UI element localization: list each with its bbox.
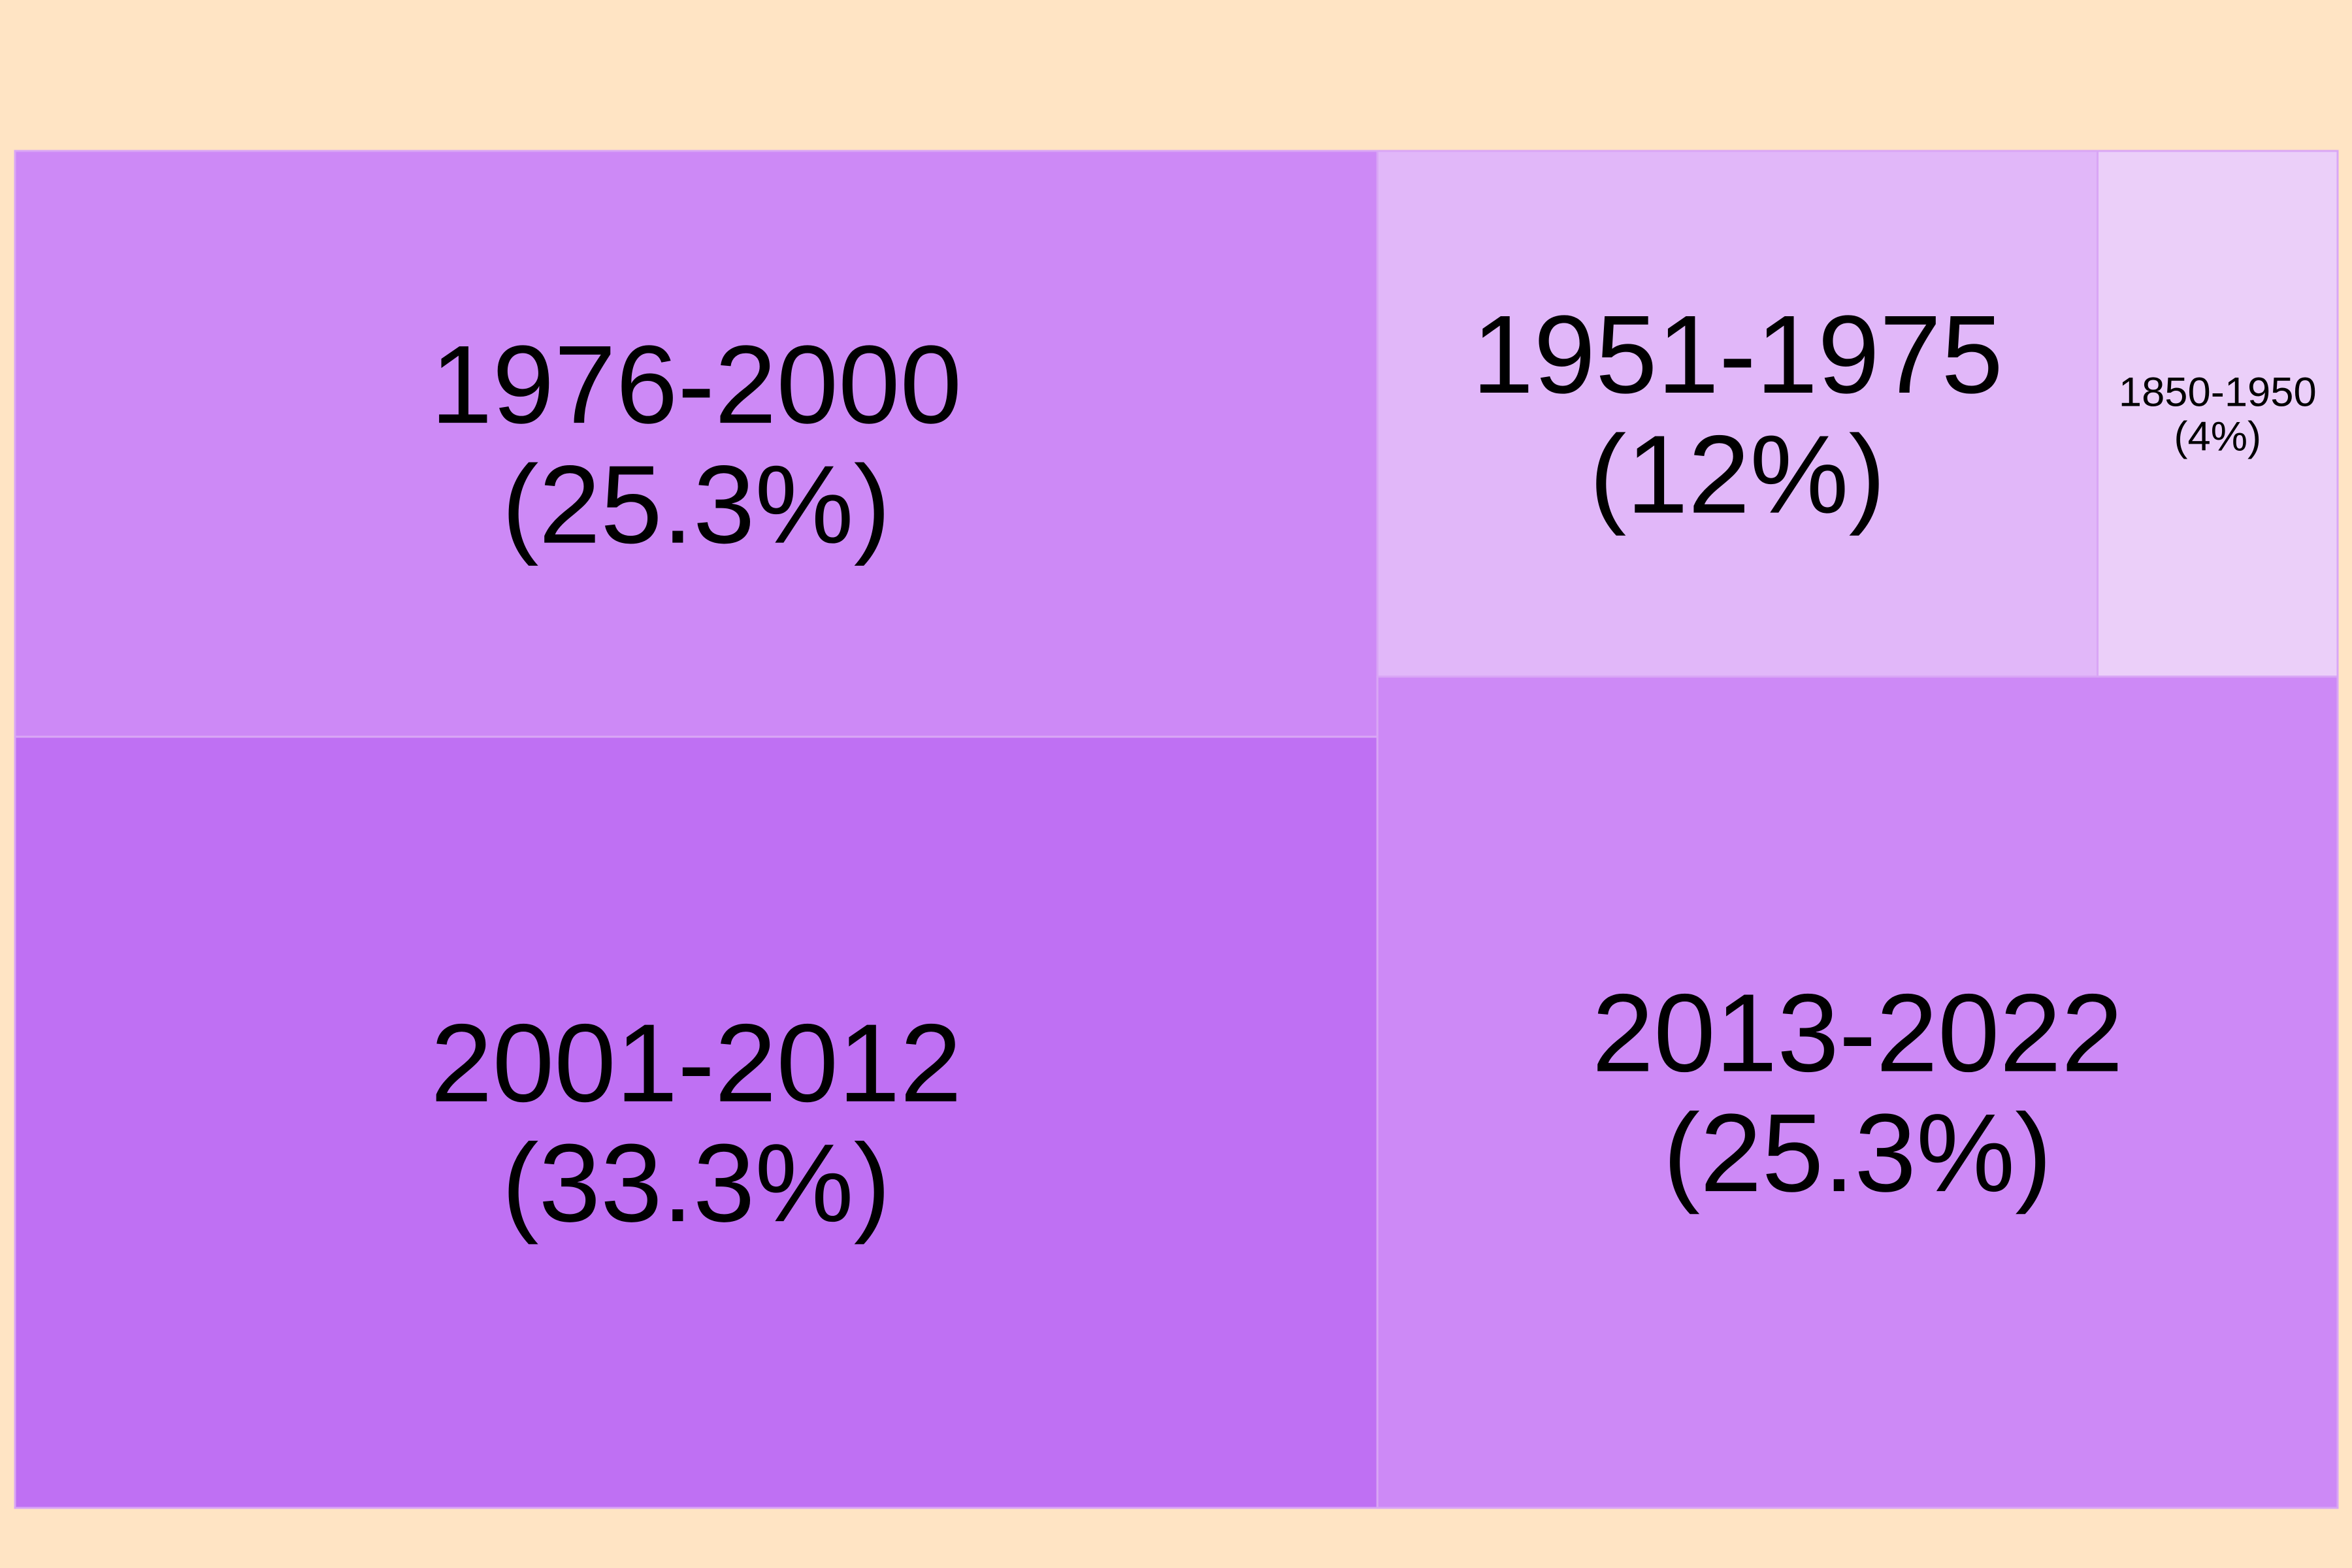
- treemap-cell-label-1850-1950: 1850-1950: [2119, 369, 2317, 415]
- treemap-cell-1850-1950: 1850-1950(4%): [2097, 150, 2339, 678]
- treemap-cell-label-2001-2012: 2001-2012: [431, 1002, 962, 1126]
- treemap-cell-percent-2013-2022: (25.3%): [1663, 1091, 2052, 1215]
- treemap-rect-1850-1950: [2097, 150, 2339, 678]
- treemap-cell-label-2013-2022: 2013-2022: [1592, 972, 2123, 1096]
- treemap-cell-1951-1975: 1951-1975(12%): [1376, 150, 2099, 678]
- treemap-rect-1976-2000: [14, 150, 1379, 738]
- treemap-cell-percent-1951-1975: (12%): [1590, 413, 1886, 537]
- treemap-cell-percent-2001-2012: (33.3%): [502, 1121, 890, 1245]
- treemap-rect-2001-2012: [14, 736, 1379, 1509]
- treemap-cell-percent-1976-2000: (25.3%): [502, 443, 890, 567]
- treemap-cells: 1976-2000(25.3%)2001-2012(33.3%)1951-197…: [14, 150, 2339, 1509]
- treemap-cell-label-1976-2000: 1976-2000: [431, 323, 962, 447]
- treemap-rect-1951-1975: [1376, 150, 2099, 678]
- treemap-cell-percent-1850-1950: (4%): [2174, 414, 2261, 460]
- treemap-cell-1976-2000: 1976-2000(25.3%): [14, 150, 1379, 738]
- treemap-rect-2013-2022: [1376, 676, 2339, 1509]
- treemap-cell-2013-2022: 2013-2022(25.3%): [1376, 676, 2339, 1509]
- treemap-cell-2001-2012: 2001-2012(33.3%): [14, 736, 1379, 1509]
- treemap-cell-label-1951-1975: 1951-1975: [1472, 293, 2003, 417]
